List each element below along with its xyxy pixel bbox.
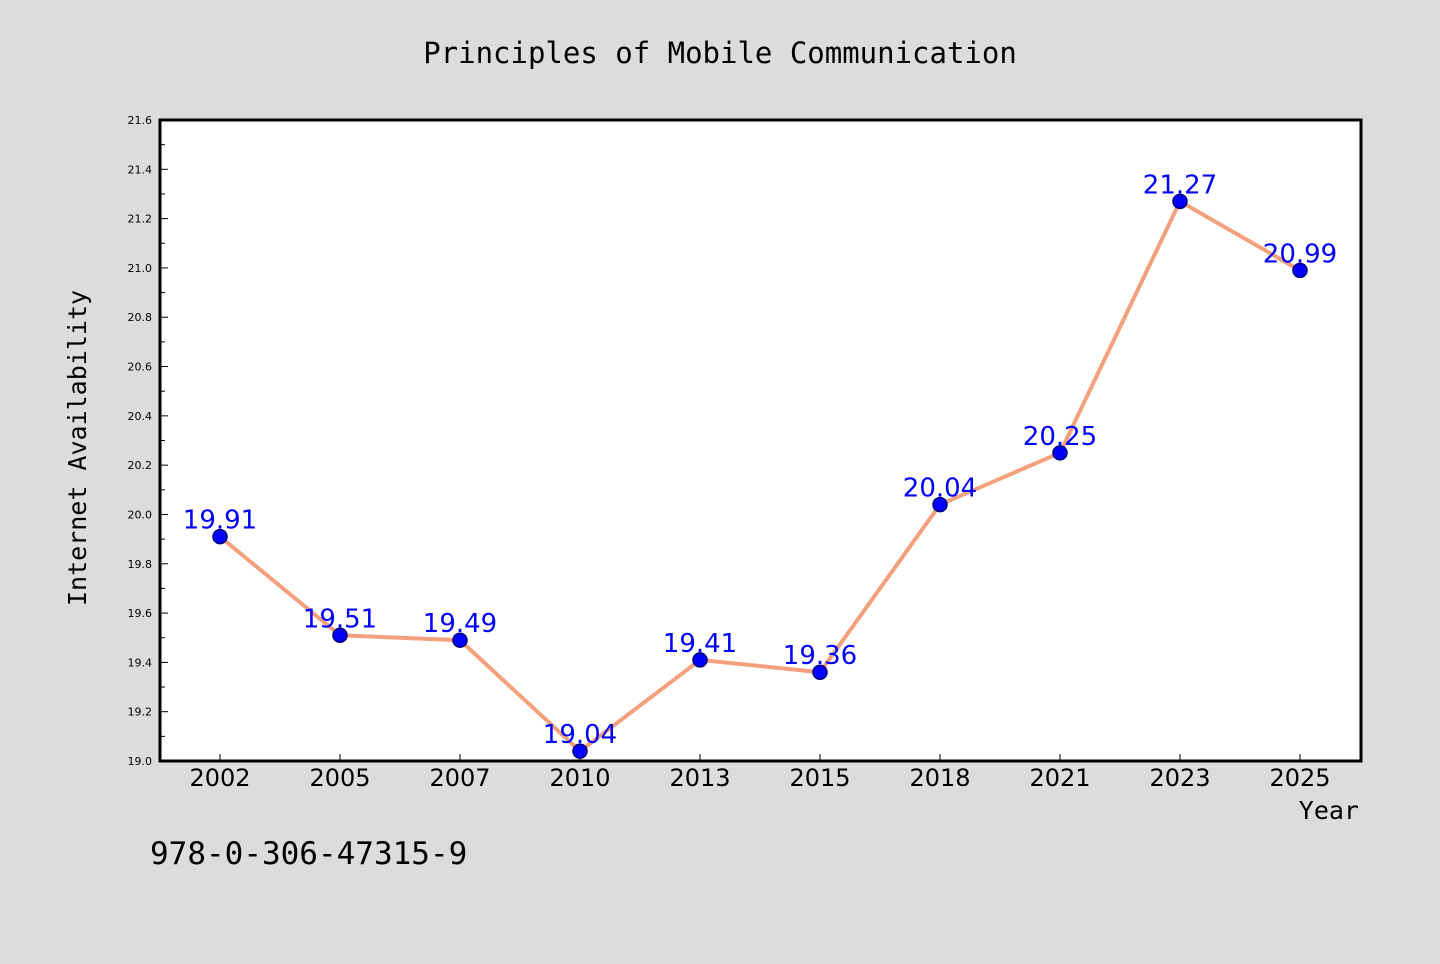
y-tick-label: 19.0 — [128, 755, 153, 768]
x-tick-label: 2015 — [789, 764, 850, 792]
y-tick-label: 19.2 — [128, 706, 153, 719]
data-point — [1292, 262, 1308, 279]
isbn-annotation: 978-0-306-47315-9 — [150, 836, 467, 872]
y-tick-label: 19.4 — [128, 656, 153, 669]
x-axis: 2002 2005 2007 2010 2013 2015 2018 2021 2023 2025 — [189, 754, 1331, 792]
y-tick-label: 21.0 — [128, 262, 153, 275]
y-tick-label: 21.6 — [128, 114, 153, 127]
x-tick-label: 2018 — [909, 764, 970, 792]
data-point — [932, 496, 948, 513]
y-tick-label: 21.4 — [128, 163, 153, 176]
chart-title: Principles of Mobile Communication — [423, 36, 1017, 70]
y-tick-label: 20.2 — [128, 459, 153, 472]
data-point — [452, 632, 468, 648]
x-tick-label: 2002 — [189, 764, 250, 792]
data-point — [692, 652, 708, 668]
y-tick-label: 20.8 — [128, 311, 153, 324]
data-label: 19.04 — [543, 720, 617, 750]
x-tick-label: 2013 — [669, 764, 730, 792]
data-label: 20.25 — [1023, 422, 1097, 452]
data-point — [572, 743, 588, 759]
data-point — [332, 627, 348, 644]
series-layer: 19.91 19.51 19.49 19.04 19.41 19.36 20.04 20.25… — [183, 170, 1337, 759]
data-point — [1052, 445, 1068, 461]
data-label: 19.36 — [783, 641, 857, 671]
y-axis: 19.0 19.2 19.4 19.6 19.8 20.0 20.2 20.4 20.6 20.8… — [128, 114, 168, 768]
y-axis-label: Internet Availability — [63, 290, 92, 606]
x-tick-label: 2023 — [1149, 764, 1210, 792]
plot-frame — [158, 118, 1363, 763]
x-axis-label: Year — [1299, 796, 1359, 825]
y-tick-label: 20.6 — [128, 361, 153, 374]
data-label: 20.99 — [1263, 239, 1337, 269]
y-tick-label: 21.2 — [128, 213, 153, 226]
data-label: 21.27 — [1143, 170, 1217, 200]
x-tick-label: 2025 — [1269, 764, 1330, 792]
x-tick-label: 2007 — [429, 764, 490, 792]
data-label: 20.04 — [903, 474, 977, 504]
data-label: 19.41 — [663, 629, 737, 659]
y-tick-label: 20.4 — [128, 410, 153, 423]
y-tick-label: 19.8 — [128, 558, 153, 571]
y-tick-label: 20.0 — [128, 508, 153, 521]
x-tick-label: 2010 — [549, 764, 610, 792]
data-label: 19.49 — [423, 609, 497, 639]
data-label: 19.51 — [303, 604, 377, 634]
series-line — [218, 199, 1302, 754]
data-label: 19.91 — [183, 506, 257, 536]
data-point — [1172, 193, 1188, 210]
y-tick-label: 19.6 — [128, 607, 153, 620]
data-point — [812, 664, 828, 680]
data-point — [212, 528, 228, 545]
plot-area — [160, 120, 1361, 761]
x-tick-label: 2005 — [309, 764, 370, 792]
x-tick-label: 2021 — [1029, 764, 1090, 792]
